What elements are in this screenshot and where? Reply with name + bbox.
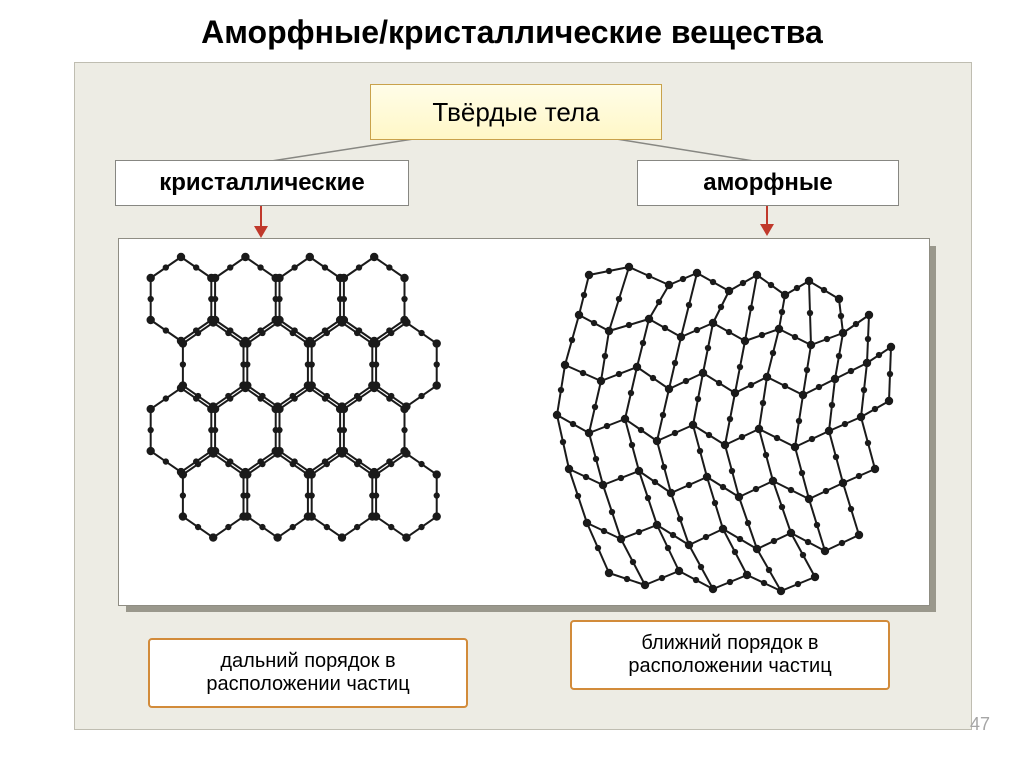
right-arrow-head bbox=[760, 224, 774, 236]
main-title: Аморфные/кристаллические вещества bbox=[0, 14, 1024, 51]
left-arrow-line bbox=[260, 206, 262, 228]
page-number: 47 bbox=[970, 714, 990, 735]
slide: Аморфные/кристаллические вещества Твёрды… bbox=[0, 0, 1024, 767]
right-caption-box: ближний порядок в расположении частиц bbox=[570, 620, 890, 690]
diagram-panel bbox=[118, 238, 930, 606]
left-arrow-head bbox=[254, 226, 268, 238]
right-arrow-line bbox=[766, 206, 768, 226]
molecule-diagram bbox=[119, 239, 929, 605]
left-caption-box: дальний порядок в расположении частиц bbox=[148, 638, 468, 708]
right-caption-label: ближний порядок в расположении частиц bbox=[580, 632, 880, 678]
right-category-label: аморфные bbox=[703, 169, 832, 197]
root-box-label: Твёрдые тела bbox=[432, 97, 599, 128]
right-category-box: аморфные bbox=[637, 160, 899, 206]
left-category-box: кристаллические bbox=[115, 160, 409, 206]
root-box: Твёрдые тела bbox=[370, 84, 662, 140]
left-caption-label: дальний порядок в расположении частиц bbox=[158, 650, 458, 696]
left-category-label: кристаллические bbox=[159, 169, 365, 197]
